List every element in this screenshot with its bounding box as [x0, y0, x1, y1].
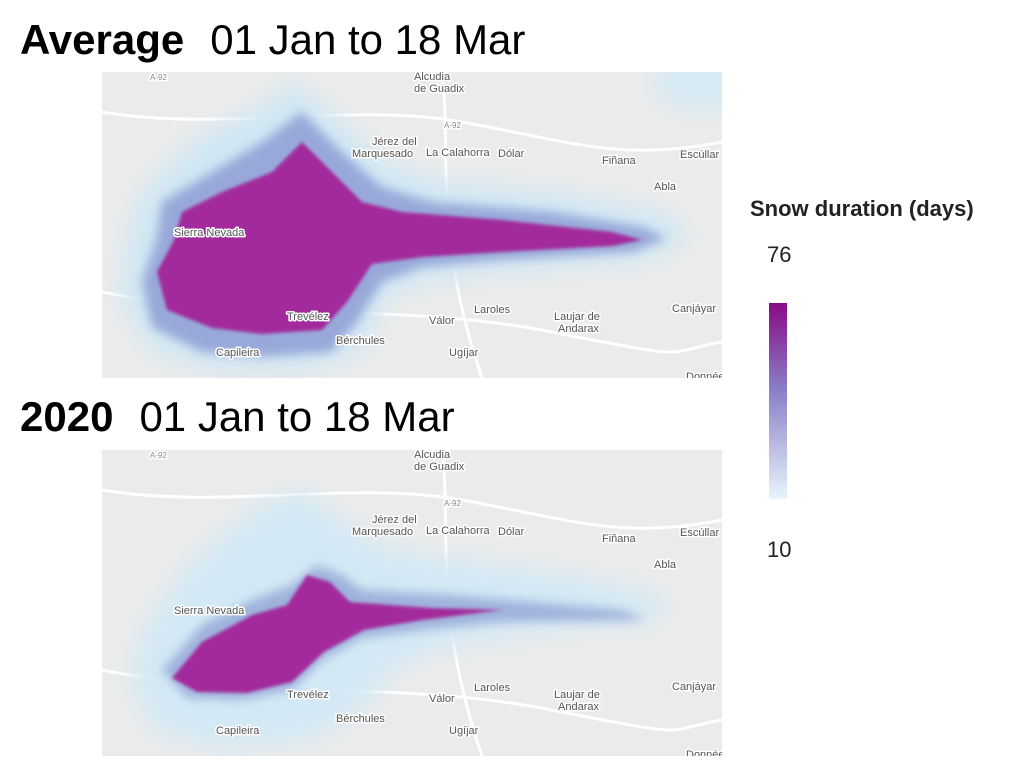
- place-label: Trevélez: [287, 311, 329, 323]
- snow-high: [172, 575, 502, 693]
- place-label: Données: [686, 371, 731, 383]
- place-label: Canjáyar: [672, 303, 716, 315]
- place-label: Ugíjar: [449, 347, 479, 359]
- snow-patch: [652, 72, 722, 112]
- snow-high: [157, 142, 642, 334]
- place-label: Fiñana: [602, 533, 637, 545]
- panel-label: 2020: [20, 393, 113, 440]
- panel-period: 01 Jan to 18 Mar: [139, 393, 454, 440]
- place-label: Données: [686, 749, 731, 760]
- place-label: Marquesado: [352, 526, 413, 538]
- place-label: Sierra Nevada: [174, 605, 245, 617]
- legend-colorbar: [769, 303, 787, 499]
- place-label: Laroles: [474, 682, 511, 694]
- place-label: Bérchules: [336, 713, 385, 725]
- place-label: Dólar: [498, 526, 525, 538]
- place-label: Andarax: [558, 701, 599, 713]
- place-label: Bérchules: [336, 335, 385, 347]
- place-label: La Calahorra: [426, 147, 490, 159]
- place-label: Ugíjar: [449, 725, 479, 737]
- place-label: Trevélez: [287, 689, 329, 701]
- place-label: A-92: [444, 499, 461, 508]
- panel-title: 2020 01 Jan to 18 Mar: [20, 393, 455, 440]
- legend-min: 10: [767, 537, 791, 562]
- place-label: Abla: [654, 559, 677, 571]
- place-label: Válor: [429, 693, 455, 705]
- place-label: Jérez del: [372, 136, 417, 148]
- place-label: Laujar de: [554, 689, 600, 701]
- place-label: A-92: [444, 121, 461, 130]
- place-label: Válor: [429, 315, 455, 327]
- panel-label: Average: [20, 16, 184, 63]
- place-label: Abla: [654, 181, 677, 193]
- place-label: Escúllar: [680, 149, 719, 161]
- place-label: Canjáyar: [672, 681, 716, 693]
- place-label: Sierra Nevada: [174, 227, 245, 239]
- place-label: Marquesado: [352, 148, 413, 160]
- place-label: Jérez del: [372, 514, 417, 526]
- place-label: Fiñana: [602, 155, 637, 167]
- place-label: A-92: [150, 73, 167, 82]
- place-label: Alcudia: [414, 449, 451, 461]
- panel-title: Average 01 Jan to 18 Mar: [20, 16, 525, 63]
- place-label: A-92: [150, 451, 167, 460]
- place-label: Laujar de: [554, 311, 600, 323]
- place-label: Capileira: [216, 347, 260, 359]
- legend-title: Snow duration (days): [750, 196, 974, 221]
- place-label: Andarax: [558, 323, 599, 335]
- place-label: Escúllar: [680, 527, 719, 539]
- place-label: de Guadix: [414, 83, 465, 95]
- place-label: Capileira: [216, 725, 260, 737]
- place-label: Alcudia: [414, 71, 451, 83]
- place-label: de Guadix: [414, 461, 465, 473]
- place-label: Laroles: [474, 304, 511, 316]
- place-label: La Calahorra: [426, 525, 490, 537]
- legend-max: 76: [767, 242, 791, 267]
- place-label: Dólar: [498, 148, 525, 160]
- panel-period: 01 Jan to 18 Mar: [210, 16, 525, 63]
